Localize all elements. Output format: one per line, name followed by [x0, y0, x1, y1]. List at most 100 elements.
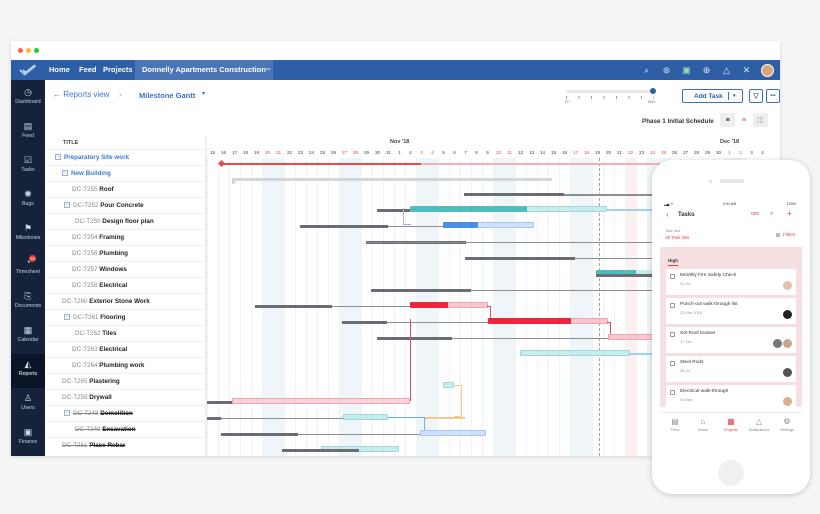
sidebar-item-feed[interactable]: ▤ Feed: [11, 116, 45, 150]
close-window-button[interactable]: [18, 48, 23, 53]
task-bar-electrical-263[interactable]: [520, 350, 630, 356]
sidebar-item-timesheet[interactable]: ◔ 99 Timesheet: [11, 252, 45, 286]
users-icon: ♙: [23, 393, 33, 403]
task-row[interactable]: − New Building: [45, 165, 205, 181]
back-icon[interactable]: ‹: [666, 210, 669, 219]
sidebar-item-calendar[interactable]: ▦ Calendar: [11, 320, 45, 354]
task-card[interactable]: Punch-out walk through list 23 Mar 2018: [666, 298, 796, 324]
task-row[interactable]: DC-T265 Plastering: [45, 373, 205, 389]
task-bar-plastering[interactable]: [443, 382, 454, 388]
minimize-window-button[interactable]: [26, 48, 31, 53]
task-row[interactable]: DC-T250 Design floor plan: [45, 213, 205, 229]
group-bar-new-building[interactable]: [232, 178, 552, 181]
tab-home[interactable]: ⌂ Home: [689, 413, 717, 432]
task-checkbox[interactable]: [670, 332, 675, 337]
task-row[interactable]: DC-T256 Plumbing: [45, 245, 205, 261]
maximize-window-button[interactable]: [34, 48, 39, 53]
sidebar-item-reports[interactable]: ◭ Reports: [11, 354, 45, 388]
collapse-toggle-icon[interactable]: −: [55, 154, 61, 161]
task-row[interactable]: DC-T255 Roof: [45, 181, 205, 197]
task-card[interactable]: Monthly Fire Safety Check 31 Jul: [666, 269, 796, 295]
column-resize-handle[interactable]: [205, 136, 207, 456]
view-selector[interactable]: Milestone Gantt: [139, 91, 196, 100]
chat-icon[interactable]: ▣: [682, 64, 691, 75]
sidebar-item-finance[interactable]: ▣ Finance: [11, 422, 45, 456]
dependency-view-icon[interactable]: ≡: [736, 113, 752, 127]
sidebar-item-milestones[interactable]: ⚑ Milestones: [11, 218, 45, 252]
task-row[interactable]: DC-T249 Excavation: [45, 421, 205, 437]
back-to-reports-link[interactable]: ← Reports view: [53, 90, 110, 99]
tab-label: Feed: [670, 428, 680, 432]
nav-projects[interactable]: Projects: [103, 65, 133, 74]
bell-icon[interactable]: △: [723, 64, 730, 75]
add-icon[interactable]: +: [787, 209, 792, 218]
timesheet-icon: ◔: [25, 257, 31, 267]
task-checkbox[interactable]: [670, 361, 675, 366]
nav-home[interactable]: Home: [49, 65, 70, 74]
zoom-slider-handle[interactable]: [650, 88, 656, 94]
task-checkbox[interactable]: [670, 274, 675, 279]
task-row[interactable]: DC-T251 Place Rebar: [45, 437, 205, 453]
filter-button[interactable]: ▽: [749, 89, 763, 103]
sidebar-item-documents[interactable]: ⎘ Documents: [11, 286, 45, 320]
day-column: [515, 158, 526, 456]
day-header: 22: [286, 150, 293, 155]
task-checkbox[interactable]: [670, 390, 675, 395]
settings-icon: ⚙: [783, 417, 791, 426]
tab-settings[interactable]: ⚙ Settings: [773, 413, 801, 432]
tab-feed[interactable]: ▤ Feed: [661, 413, 689, 432]
tab-projects[interactable]: ▦ Projects: [717, 413, 745, 432]
app-logo-icon[interactable]: [11, 60, 45, 80]
task-row[interactable]: − DC-T248 Demolition: [45, 405, 205, 421]
task-bar-demolition[interactable]: [343, 414, 388, 420]
sidebar-item-tasks[interactable]: ☑ Tasks: [11, 150, 45, 184]
phone-speaker: [720, 179, 744, 183]
task-row[interactable]: − DC-T252 Pour Concrete: [45, 197, 205, 213]
view-dropdown-arrow[interactable]: ▾: [202, 91, 206, 97]
more-options-button[interactable]: •••: [766, 89, 780, 103]
task-lists-selector[interactable]: All Task lists: [665, 235, 690, 240]
task-card[interactable]: Electrical walk-through 03 Mar: [666, 385, 796, 411]
home-button[interactable]: [718, 460, 744, 486]
task-checkbox[interactable]: [670, 303, 675, 308]
task-card[interactable]: Steel Rods 28 Jul: [666, 356, 796, 382]
collapse-toggle-icon[interactable]: −: [62, 170, 68, 177]
task-card[interactable]: Set Roof trusses 17 Jan: [666, 327, 796, 353]
task-row[interactable]: DC-T260 Exterior Stone Work: [45, 293, 205, 309]
task-bar-drywall[interactable]: [232, 398, 410, 404]
search-icon[interactable]: ⌕: [643, 64, 650, 75]
tools-icon[interactable]: ✕: [742, 64, 751, 75]
nav-active-project[interactable]: Donnelly Apartments Construction: [135, 60, 273, 80]
task-bar-excavation[interactable]: [420, 430, 486, 436]
task-row[interactable]: DC-T264 Plumbing work: [45, 357, 205, 373]
task-row[interactable]: DC-T257 Windows: [45, 261, 205, 277]
sidebar-item-users[interactable]: ♙ Users: [11, 388, 45, 422]
tab-notifications[interactable]: △ Notifications: [745, 413, 773, 432]
task-row[interactable]: − Preparatory Site work: [45, 149, 205, 165]
nav-more-button[interactable]: •••: [264, 67, 271, 73]
task-row[interactable]: DC-T254 Framing: [45, 229, 205, 245]
collapse-toggle-icon[interactable]: −: [64, 410, 70, 417]
sidebar-item-dashboard[interactable]: ◷ Dashboard: [11, 82, 45, 116]
baseline-view-icon[interactable]: ◫: [752, 113, 768, 127]
add-task-dropdown[interactable]: ▾: [733, 93, 736, 99]
gamepad-icon[interactable]: ⊛: [662, 64, 671, 75]
zoom-slider[interactable]: FIT MAX: [565, 86, 656, 106]
task-title: Electrical walk-through: [680, 389, 729, 394]
search-icon[interactable]: ⌕: [770, 211, 774, 217]
more-icon[interactable]: ooo: [751, 211, 760, 217]
avatar[interactable]: [761, 63, 774, 77]
nav-feed[interactable]: Feed: [79, 65, 97, 74]
collapse-toggle-icon[interactable]: −: [64, 202, 70, 209]
add-task-button[interactable]: Add Task ▾: [682, 89, 743, 103]
filters-button[interactable]: Filters: [783, 232, 796, 237]
task-row[interactable]: DC-T262 Tiles: [45, 325, 205, 341]
sidebar-item-bugs[interactable]: ✺ Bugs: [11, 184, 45, 218]
gantt-bars-view-icon[interactable]: ≡: [720, 113, 736, 127]
task-row[interactable]: DC-T259 Drywall: [45, 389, 205, 405]
task-row[interactable]: DC-T258 Electrical: [45, 277, 205, 293]
task-row[interactable]: DC-T263 Electrical: [45, 341, 205, 357]
collapse-toggle-icon[interactable]: −: [64, 314, 70, 321]
task-row[interactable]: − DC-T261 Flooring: [45, 309, 205, 325]
plus-circle-icon[interactable]: ⊕: [702, 64, 711, 75]
